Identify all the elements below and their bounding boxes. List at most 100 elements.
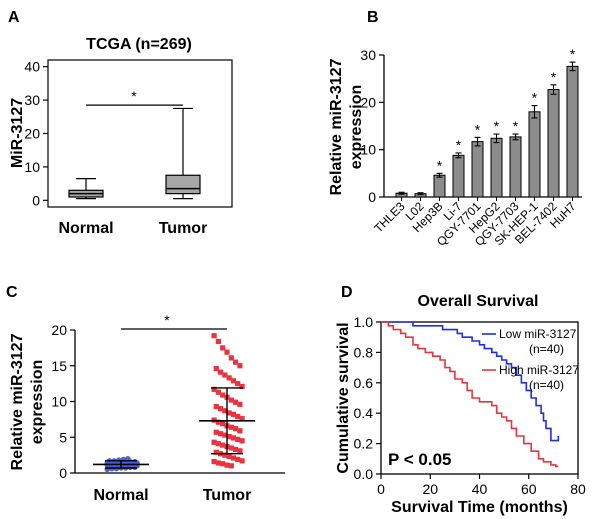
data-point-tumor bbox=[239, 458, 245, 464]
data-point-tumor bbox=[228, 424, 234, 430]
y-tick-label: 40 bbox=[24, 59, 40, 75]
panel-a-box-plot: A TCGA (n=269) 0 10 20 30 40 MiR-3127 Normal Tumo… bbox=[8, 9, 233, 237]
panel-label-a: A bbox=[8, 9, 20, 26]
data-point-tumor bbox=[211, 333, 217, 339]
data-point-tumor bbox=[215, 441, 221, 447]
data-point-tumor bbox=[215, 460, 221, 466]
data-point-tumor bbox=[211, 458, 217, 465]
data-point-tumor bbox=[235, 456, 241, 463]
y-tick-label: 0 bbox=[368, 189, 376, 205]
legend-label: High miR-3127 bbox=[499, 363, 579, 377]
y-tick-label: 0.0 bbox=[354, 466, 374, 482]
y-tick-label: 30 bbox=[24, 92, 40, 108]
y-tick-label: 10 bbox=[360, 142, 376, 158]
bar-huh7 bbox=[566, 65, 579, 198]
data-point-tumor bbox=[226, 375, 232, 381]
data-point-tumor bbox=[228, 445, 234, 451]
panel-d-survival-curve: D Overall Survival 0.0 0.2 0.4 0.6 0.8 1.0 0 20 40… bbox=[335, 284, 586, 516]
y-tick-label: 20 bbox=[24, 126, 40, 142]
data-point-tumor bbox=[222, 452, 228, 458]
x-category-label: THLE3 bbox=[371, 199, 408, 236]
data-point-tumor bbox=[220, 442, 226, 448]
data-point-tumor bbox=[235, 413, 241, 420]
data-point-tumor bbox=[222, 432, 228, 438]
x-tick-label: 40 bbox=[472, 481, 488, 497]
data-point-tumor bbox=[233, 399, 239, 405]
data-point-tumor bbox=[215, 419, 221, 425]
bar-qgy-7701 bbox=[471, 141, 484, 198]
y-tick-label: 30 bbox=[360, 47, 376, 63]
y-tick-label: 10 bbox=[51, 394, 67, 410]
data-point-tumor bbox=[220, 392, 226, 398]
data-point-tumor bbox=[239, 438, 245, 444]
y-tick-label: 15 bbox=[51, 358, 67, 374]
panel-label-c: C bbox=[6, 284, 18, 301]
data-point-tumor bbox=[228, 463, 234, 469]
plot-frame bbox=[47, 59, 233, 208]
p-value-annotation: P < 0.05 bbox=[388, 450, 452, 469]
data-point-tumor bbox=[233, 359, 239, 365]
y-tick-label: 5 bbox=[59, 429, 67, 445]
significance-star: * bbox=[164, 312, 170, 328]
significance-star: * bbox=[475, 121, 481, 137]
data-point-tumor bbox=[211, 386, 217, 392]
data-point-tumor bbox=[226, 433, 232, 440]
panel-a-title: TCGA (n=269) bbox=[86, 36, 192, 53]
data-point-tumor bbox=[239, 383, 245, 390]
data-point-tumor bbox=[213, 429, 219, 435]
y-axis-title-line2: expression bbox=[348, 85, 365, 169]
data-point-tumor bbox=[226, 453, 232, 460]
y-axis-title-line2: expression bbox=[29, 360, 46, 444]
data-point-tumor bbox=[233, 446, 239, 453]
data-point-tumor bbox=[220, 345, 226, 351]
data-point-tumor bbox=[217, 406, 224, 412]
x-axis-title: Survival Time (months) bbox=[391, 499, 568, 516]
data-point-tumor bbox=[230, 411, 237, 417]
x-category-label: Normal bbox=[58, 220, 113, 237]
y-axis-title: Cumulative survival bbox=[335, 322, 352, 473]
data-point-tumor bbox=[213, 403, 219, 410]
y-tick-label: 0.4 bbox=[354, 405, 374, 421]
data-point-tumor bbox=[235, 436, 241, 442]
data-point-tumor bbox=[228, 397, 234, 403]
data-point-tumor bbox=[213, 449, 219, 455]
data-point-tumor bbox=[220, 421, 226, 427]
y-axis-title-line1: Relative miR-3127 bbox=[328, 58, 345, 195]
data-point-tumor bbox=[239, 416, 245, 422]
panel-c-scatter-plot: C 0 5 10 15 20 Relative miR-3127 expression Norm… bbox=[6, 284, 285, 504]
data-point-tumor bbox=[215, 389, 221, 395]
y-tick-label: 1.0 bbox=[354, 314, 374, 330]
legend-label: Low miR-3127 bbox=[499, 327, 577, 341]
x-category-label: Normal bbox=[93, 487, 148, 504]
significance-star: * bbox=[570, 46, 576, 62]
significance-star: * bbox=[437, 157, 443, 173]
data-point-tumor bbox=[215, 338, 221, 345]
data-point-tumor bbox=[230, 435, 237, 441]
bar-li-7 bbox=[452, 154, 465, 198]
y-tick-label: 20 bbox=[51, 322, 67, 338]
significance-star: * bbox=[131, 88, 137, 104]
data-point-tumor bbox=[211, 439, 217, 445]
data-point-tumor bbox=[213, 366, 219, 372]
y-tick-label: 10 bbox=[24, 159, 40, 175]
y-tick-label: 20 bbox=[360, 94, 376, 110]
data-point-tumor bbox=[217, 431, 224, 437]
data-point-tumor bbox=[224, 462, 230, 468]
bar-qgy-7703 bbox=[509, 136, 522, 198]
box-tumor bbox=[165, 174, 201, 195]
legend-count: (n=40) bbox=[529, 342, 564, 356]
significance-star: * bbox=[456, 137, 462, 153]
data-point-tumor bbox=[230, 455, 237, 461]
y-tick-label: 0.6 bbox=[354, 375, 374, 391]
data-point-normal bbox=[125, 456, 131, 462]
data-point-tumor bbox=[235, 381, 241, 387]
bar-bel-7402 bbox=[547, 89, 560, 198]
significance-star: * bbox=[532, 90, 538, 106]
x-tick-label: 60 bbox=[521, 481, 537, 497]
data-point-tumor bbox=[237, 448, 243, 454]
x-tick-label: 80 bbox=[570, 481, 586, 497]
data-point-tumor bbox=[237, 363, 243, 369]
bar-hep3b bbox=[433, 174, 446, 198]
significance-star: * bbox=[494, 118, 500, 134]
